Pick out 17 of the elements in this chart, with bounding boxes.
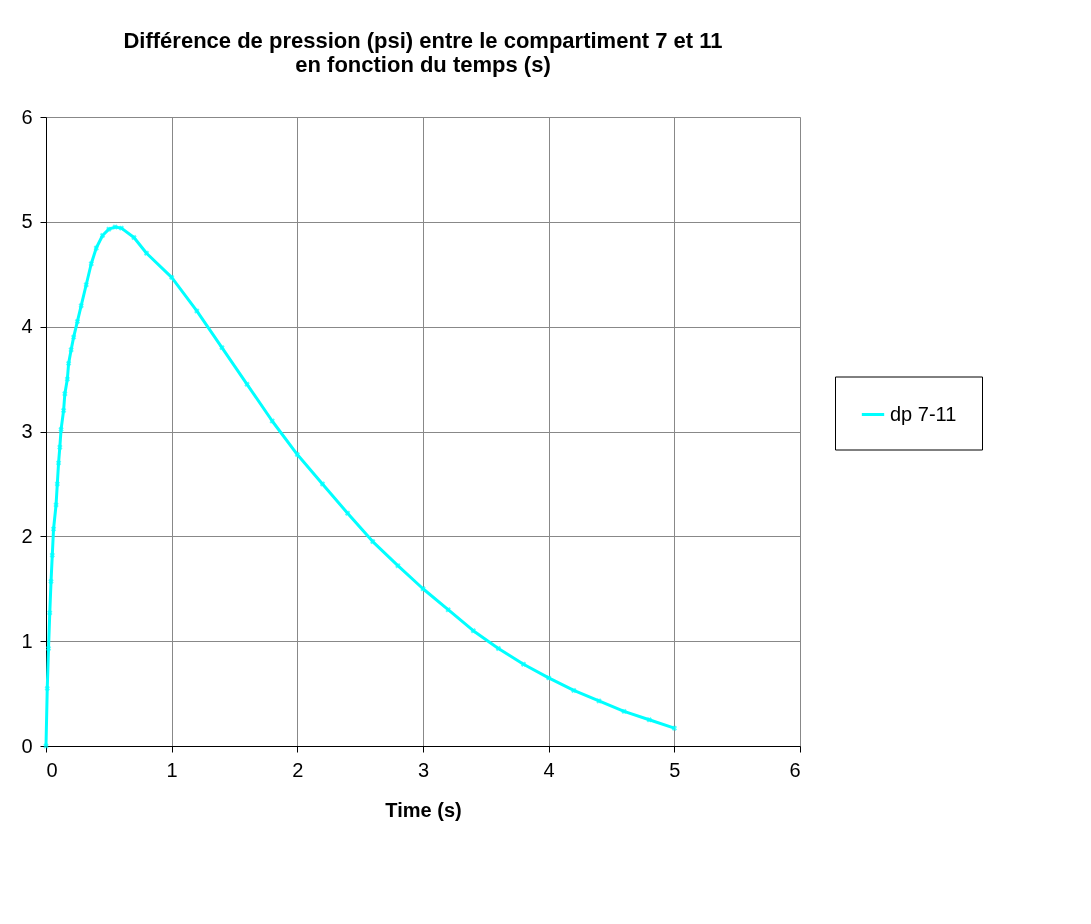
chart-title: Différence de pression (psi) entre le compartiment 7 et 11 en fonction du temps (s): [123, 28, 723, 77]
x-tick-label: 1: [166, 758, 178, 781]
y-tick-label: 5: [21, 210, 33, 233]
y-tick-label: 6: [21, 105, 33, 128]
y-tick-label: 4: [21, 315, 33, 338]
x-tick-label: 0: [46, 758, 58, 781]
y-tick-label: 0: [21, 734, 33, 757]
x-tick-label: 3: [417, 758, 430, 781]
x-tick-label: 4: [543, 758, 555, 781]
x-tick-label: 5: [669, 758, 681, 781]
legend-label: dp 7-11: [890, 402, 957, 425]
y-tick-label: 2: [21, 524, 33, 547]
y-tick-label: 3: [21, 420, 33, 442]
x-tick-label: 2: [292, 758, 304, 781]
x-tick-label: 6: [789, 758, 801, 781]
x-axis-title: Time (s): [385, 798, 462, 821]
y-tick-label: 1: [21, 629, 33, 652]
